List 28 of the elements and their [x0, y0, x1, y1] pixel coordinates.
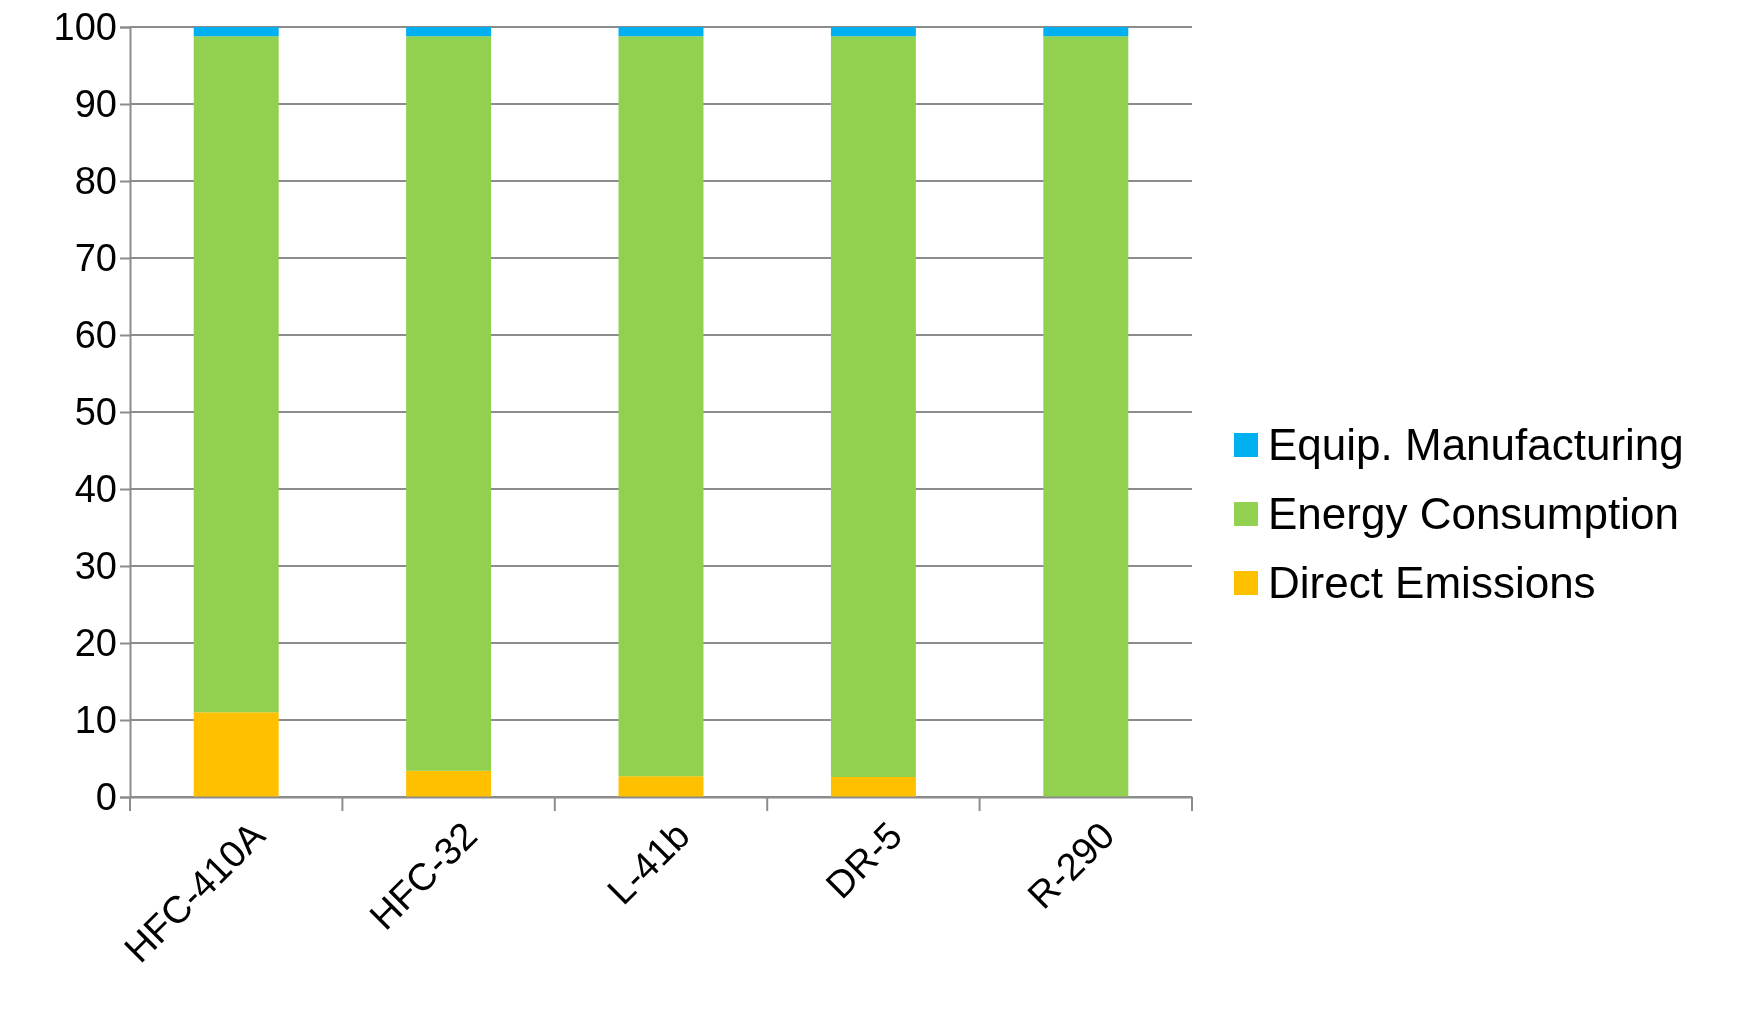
y-tick-label: 90	[74, 82, 117, 125]
y-tick-label: 50	[74, 390, 117, 433]
bar	[830, 27, 916, 37]
bar	[406, 27, 492, 37]
bar	[1043, 36, 1129, 797]
bar	[1043, 27, 1129, 37]
bar	[618, 36, 704, 777]
bar	[406, 36, 492, 771]
y-tick-label: 100	[53, 5, 117, 48]
bar	[618, 776, 704, 797]
y-tick-label: 80	[74, 159, 117, 202]
y-tick-label: 30	[74, 544, 117, 587]
bar	[193, 27, 279, 37]
bar	[830, 776, 916, 797]
y-tick-label: 70	[74, 236, 117, 279]
bar	[618, 27, 704, 37]
y-tick-label: 0	[95, 775, 117, 818]
bar	[830, 36, 916, 777]
y-tick-label: 60	[74, 313, 117, 356]
bar	[193, 36, 279, 713]
y-tick-label: 10	[74, 698, 117, 741]
y-tick-label: 40	[74, 467, 117, 510]
legend-label: Equip. Manufacturing	[1268, 420, 1684, 470]
legend-label: Energy Consumption	[1268, 489, 1679, 539]
y-tick-label: 20	[74, 621, 117, 664]
bar	[193, 712, 279, 797]
legend-label: Direct Emissions	[1268, 558, 1596, 608]
bar	[406, 770, 492, 797]
